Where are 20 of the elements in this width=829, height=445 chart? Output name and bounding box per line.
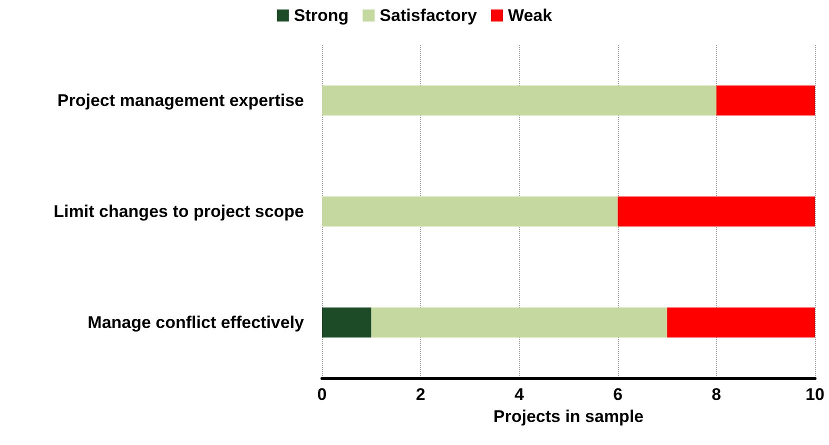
y-tick-label: Limit changes to project scope bbox=[54, 202, 304, 221]
bar bbox=[618, 196, 815, 226]
x-tick-label: 10 bbox=[806, 385, 824, 404]
x-tick-label: 4 bbox=[514, 385, 524, 404]
x-tick-label: 0 bbox=[317, 385, 327, 404]
x-tick-label: 6 bbox=[613, 385, 623, 404]
legend-label: Satisfactory bbox=[380, 6, 478, 25]
x-axis-title: Projects in sample bbox=[493, 407, 644, 426]
bar bbox=[322, 86, 716, 116]
bar bbox=[322, 308, 372, 338]
x-tick-label: 8 bbox=[712, 385, 722, 404]
bar bbox=[322, 196, 618, 226]
bar bbox=[371, 308, 668, 338]
y-tick-label: Project management expertise bbox=[57, 91, 304, 110]
bar bbox=[667, 308, 815, 338]
legend-label: Strong bbox=[294, 6, 349, 25]
bar bbox=[716, 86, 815, 116]
legend-label: Weak bbox=[508, 6, 553, 25]
x-tick-label: 2 bbox=[416, 385, 426, 404]
y-tick-label: Manage conflict effectively bbox=[88, 313, 305, 332]
